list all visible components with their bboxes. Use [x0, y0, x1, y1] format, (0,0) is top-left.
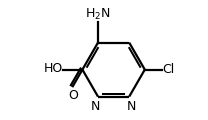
Text: HO: HO — [43, 62, 63, 75]
Text: N: N — [91, 100, 100, 113]
Text: H$_2$N: H$_2$N — [85, 6, 111, 22]
Text: O: O — [68, 89, 78, 102]
Text: N: N — [127, 100, 136, 113]
Text: Cl: Cl — [162, 63, 175, 76]
